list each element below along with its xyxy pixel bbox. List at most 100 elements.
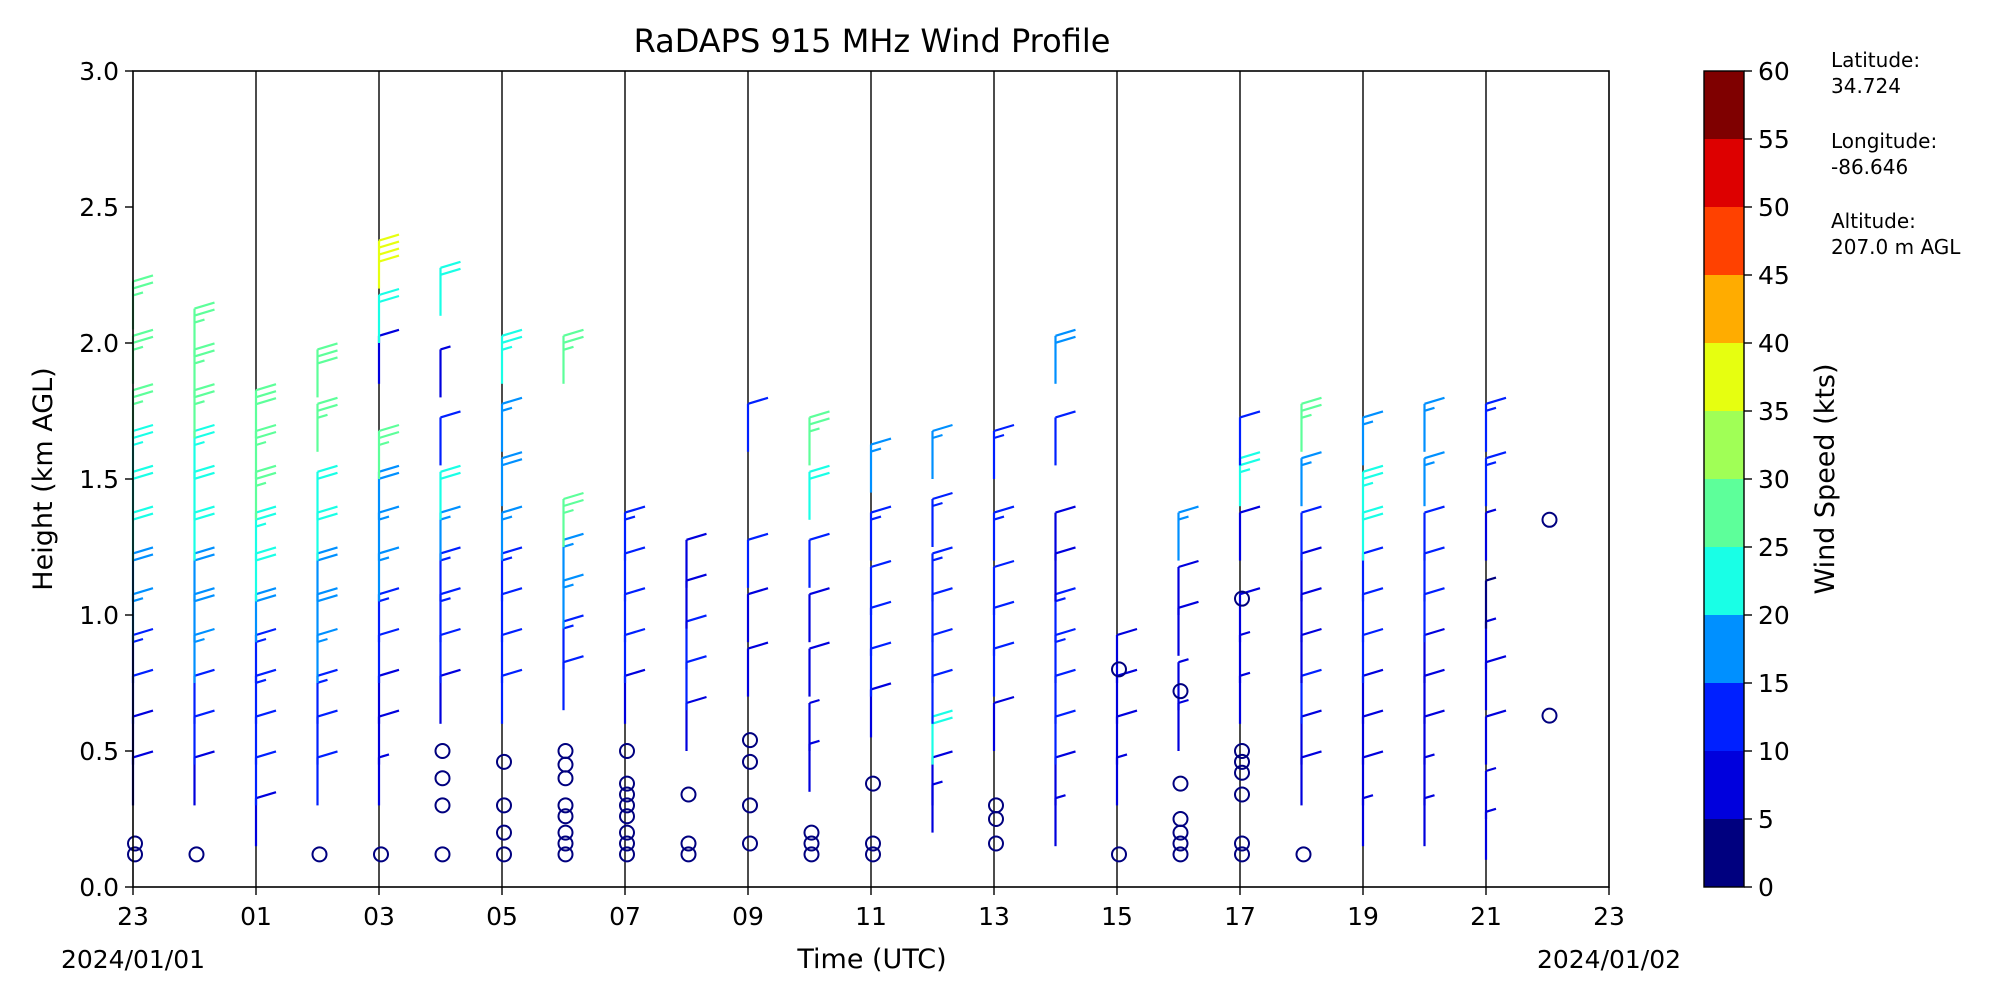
barb-full-flag bbox=[1485, 396, 1507, 405]
barb-full-flag bbox=[132, 274, 154, 283]
barb-full-flag bbox=[809, 532, 830, 541]
station-info: Latitude:34.724 Longitude:-86.646 Altitude… bbox=[1831, 48, 1961, 259]
barb-full-flag bbox=[1301, 505, 1322, 514]
barb-full-flag bbox=[1424, 627, 1445, 637]
barb-full-flag bbox=[563, 614, 584, 623]
colorbar-cells bbox=[1704, 71, 1744, 887]
colorbar-cell bbox=[1704, 207, 1744, 275]
barb-full-flag bbox=[932, 546, 953, 555]
barb-half-flag bbox=[440, 515, 451, 521]
barb-half-flag bbox=[132, 400, 144, 406]
barb-half-flag bbox=[501, 345, 513, 351]
y-tick-label: 2.0 bbox=[79, 329, 119, 358]
barb-full-flag bbox=[624, 627, 646, 637]
barb-half-flag bbox=[255, 481, 267, 487]
barb-full-flag bbox=[1055, 587, 1076, 596]
barb-half-flag bbox=[1239, 630, 1251, 637]
barb-full-flag bbox=[255, 587, 277, 596]
colorbar-tick-label: 45 bbox=[1758, 261, 1790, 290]
y-tick-label: 0.5 bbox=[79, 737, 119, 766]
barb-full-flag bbox=[1362, 668, 1384, 677]
barb-full-flag bbox=[1485, 451, 1507, 460]
barb-half-flag bbox=[194, 400, 205, 406]
x-tick-label: 03 bbox=[363, 902, 395, 931]
barb-half-flag bbox=[563, 345, 574, 351]
barb-full-flag bbox=[255, 397, 277, 406]
barb-full-flag bbox=[1424, 587, 1445, 596]
barb-full-flag bbox=[563, 498, 584, 508]
colorbar-cell bbox=[1704, 479, 1744, 547]
calm-wind-marker bbox=[496, 797, 512, 814]
colorbar-cell bbox=[1704, 615, 1744, 683]
barb-half-flag bbox=[870, 515, 882, 521]
calm-wind-marker bbox=[434, 797, 451, 814]
barb-full-flag bbox=[132, 553, 154, 562]
barb-full-flag bbox=[194, 709, 215, 718]
barb-full-flag bbox=[932, 627, 953, 637]
barb-full-flag bbox=[194, 430, 215, 440]
barb-full-flag bbox=[501, 546, 523, 555]
barb-full-flag bbox=[317, 750, 338, 759]
x-tick-label: 07 bbox=[609, 902, 641, 931]
barb-full-flag bbox=[870, 505, 892, 514]
barb-half-flag bbox=[624, 515, 636, 521]
barb-half-flag bbox=[993, 433, 1005, 440]
calm-wind-marker bbox=[557, 846, 574, 863]
barb-full-flag bbox=[440, 627, 461, 637]
barb-half-flag bbox=[1055, 637, 1066, 644]
calm-wind-marker bbox=[1234, 835, 1250, 852]
colorbar-cell bbox=[1704, 819, 1744, 887]
barb-full-flag bbox=[255, 464, 277, 473]
barb-full-flag bbox=[686, 655, 707, 664]
barb-full-flag bbox=[501, 587, 523, 596]
barb-half-flag bbox=[1424, 461, 1435, 467]
barb-full-flag bbox=[1424, 396, 1445, 405]
barb-full-flag bbox=[1362, 410, 1384, 419]
barb-full-flag bbox=[317, 627, 338, 637]
barb-full-flag bbox=[255, 553, 277, 562]
barb-full-flag bbox=[870, 682, 892, 691]
barb-full-flag bbox=[1301, 668, 1322, 677]
station-info-line: Altitude: bbox=[1831, 209, 1916, 233]
barb-full-flag bbox=[1301, 750, 1322, 759]
barb-full-flag bbox=[255, 594, 277, 603]
barb-full-flag bbox=[563, 532, 584, 541]
barb-full-flag bbox=[194, 668, 215, 677]
calm-wind-marker bbox=[496, 824, 512, 841]
calm-wind-marker bbox=[619, 786, 635, 803]
barb-full-flag bbox=[1485, 655, 1507, 664]
barb-half-flag bbox=[132, 637, 144, 644]
colorbar-cell bbox=[1704, 547, 1744, 615]
barb-half-flag bbox=[1362, 794, 1374, 800]
barb-full-flag bbox=[747, 396, 769, 405]
barb-full-flag bbox=[501, 668, 523, 677]
calm-wind-marker bbox=[619, 835, 635, 852]
barb-full-flag bbox=[194, 471, 215, 480]
barb-half-flag bbox=[255, 440, 267, 447]
barb-full-flag bbox=[686, 695, 707, 705]
barb-full-flag bbox=[563, 328, 584, 337]
calm-wind-marker bbox=[619, 775, 635, 792]
barb-full-flag bbox=[255, 512, 277, 521]
barb-half-flag bbox=[1485, 461, 1497, 467]
barb-full-flag bbox=[317, 512, 338, 521]
barb-half-flag bbox=[194, 359, 205, 365]
barb-full-flag bbox=[132, 423, 154, 433]
barb-full-flag bbox=[317, 594, 338, 603]
x-tick-label: 15 bbox=[1101, 902, 1133, 931]
colorbar-cell bbox=[1704, 411, 1744, 479]
barb-full-flag bbox=[563, 573, 584, 582]
y-tick-label: 1.0 bbox=[79, 601, 119, 630]
barb-full-flag bbox=[440, 464, 461, 473]
station-info-line: 34.724 bbox=[1831, 74, 1901, 98]
barb-full-flag bbox=[194, 349, 215, 358]
station-info-line: Longitude: bbox=[1831, 129, 1937, 153]
calm-wind-marker bbox=[742, 732, 758, 749]
barb-full-flag bbox=[1116, 709, 1138, 718]
barb-full-flag bbox=[378, 423, 400, 433]
colorbar-cell bbox=[1704, 71, 1744, 139]
barb-full-flag bbox=[1301, 396, 1322, 405]
barb-full-flag bbox=[624, 668, 646, 677]
calm-wind-marker bbox=[496, 846, 512, 863]
barb-full-flag bbox=[194, 464, 215, 473]
